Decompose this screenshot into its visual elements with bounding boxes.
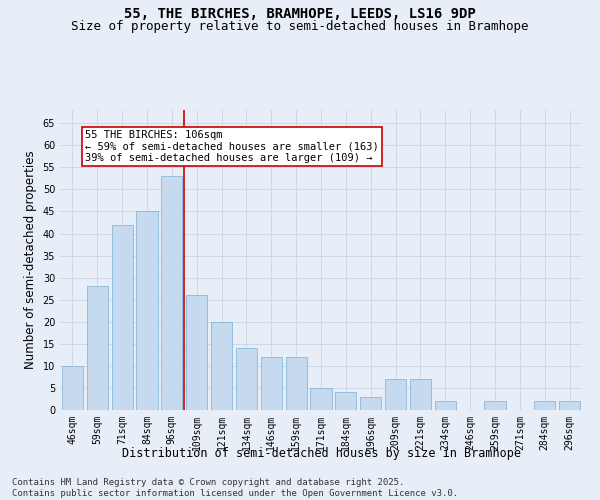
Bar	[136, 212, 158, 410]
Text: 55, THE BIRCHES, BRAMHOPE, LEEDS, LS16 9DP: 55, THE BIRCHES, BRAMHOPE, LEEDS, LS16 9…	[124, 8, 476, 22]
Bar	[360, 397, 381, 410]
Bar	[559, 401, 580, 410]
Bar	[112, 224, 133, 410]
Bar	[484, 401, 506, 410]
Bar	[186, 296, 207, 410]
Bar	[261, 357, 282, 410]
Text: 55 THE BIRCHES: 106sqm
← 59% of semi-detached houses are smaller (163)
39% of se: 55 THE BIRCHES: 106sqm ← 59% of semi-det…	[85, 130, 379, 163]
Bar	[286, 357, 307, 410]
Bar	[435, 401, 456, 410]
Bar	[62, 366, 83, 410]
Bar	[534, 401, 555, 410]
Text: Distribution of semi-detached houses by size in Bramhope: Distribution of semi-detached houses by …	[121, 448, 521, 460]
Bar	[161, 176, 182, 410]
Y-axis label: Number of semi-detached properties: Number of semi-detached properties	[24, 150, 37, 370]
Bar	[87, 286, 108, 410]
Bar	[211, 322, 232, 410]
Bar	[335, 392, 356, 410]
Bar	[410, 379, 431, 410]
Text: Size of property relative to semi-detached houses in Bramhope: Size of property relative to semi-detach…	[71, 20, 529, 33]
Bar	[385, 379, 406, 410]
Text: Contains HM Land Registry data © Crown copyright and database right 2025.
Contai: Contains HM Land Registry data © Crown c…	[12, 478, 458, 498]
Bar	[236, 348, 257, 410]
Bar	[310, 388, 332, 410]
